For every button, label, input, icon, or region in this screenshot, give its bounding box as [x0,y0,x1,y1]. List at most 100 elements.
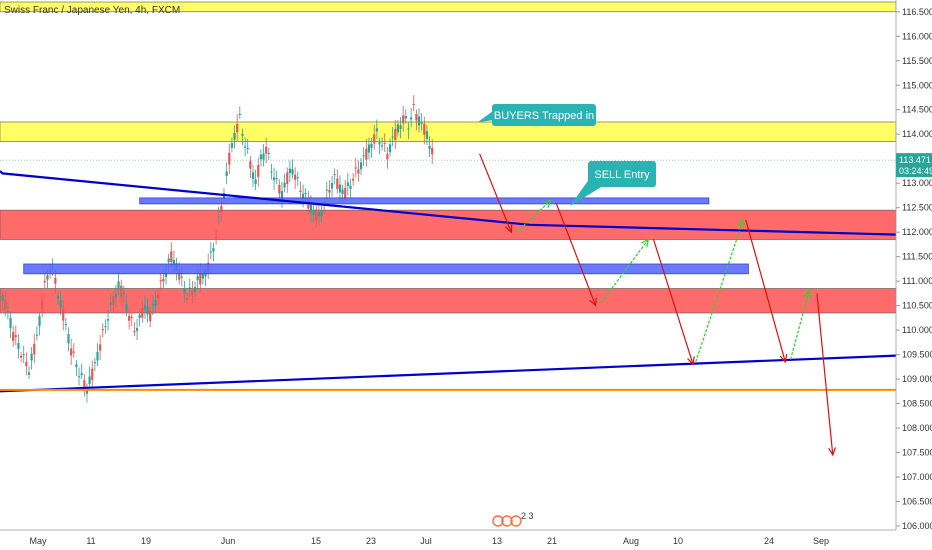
candle [41,292,44,318]
buyers-trapped-callout-text: BUYERS Trapped in [494,110,594,122]
price-tick-label: 112.500 [902,203,932,213]
candle-body [38,316,41,327]
candle-body [1,294,4,301]
price-tick-label: 109.000 [902,374,932,384]
candle [130,312,133,327]
candle-body [64,323,67,325]
candle [80,363,83,380]
lower-trendline [0,354,897,393]
candle-body [428,145,431,150]
candle-body [265,146,268,154]
candle [112,291,115,313]
forecast-down-arrow-head [504,224,513,234]
buyers-trapped-callout: BUYERS Trapped in [478,104,596,126]
candle-body [135,328,139,331]
candle [191,280,194,304]
candle [378,137,381,155]
candle-body [286,172,289,185]
candle-body [359,162,363,170]
candle-body [101,329,104,331]
candle [4,291,7,317]
candle [420,112,423,131]
event-badge: 2 3 [492,511,534,527]
candle-body [378,142,381,145]
candle [394,119,397,149]
time-tick-label: 13 [492,536,502,546]
candle [330,175,334,197]
time-tick-label: 10 [673,536,683,546]
time-tick-label: 19 [141,536,151,546]
candle [27,366,31,379]
price-tick-label: 108.000 [902,423,932,433]
price-axis-bg [896,0,932,550]
candle-body [386,153,389,160]
upper-trendline [0,170,897,236]
candle-body [275,177,278,179]
candle-body [336,178,339,190]
forecast-down-arrow-line [816,293,834,456]
candle-body [62,309,65,321]
candle-body [72,351,75,353]
candle [359,157,363,176]
candle [151,295,154,316]
candle-body [188,287,191,289]
candle [404,109,407,124]
time-tick-label: 24 [764,536,774,546]
candle-body [225,171,228,176]
candle [407,122,410,140]
candle-body [154,300,157,307]
price-tick-label: 110.500 [902,301,932,311]
candle [272,167,276,190]
forecast-down-arrow-line [745,219,786,363]
candle [154,290,157,314]
candle-body [17,342,20,349]
price-tick-label: 110.000 [902,325,932,335]
forecast-up-arrow [516,199,552,233]
candle-body [196,276,199,281]
candle-body [404,116,407,119]
time-tick-label: May [29,536,47,546]
candle-body [349,185,352,189]
candle [312,203,315,223]
candle-body [270,171,273,173]
candle-body [12,332,15,341]
candle-body [415,113,418,121]
time-tick-label: 21 [547,536,557,546]
candle [93,357,96,372]
candle-body [180,276,183,278]
candle-body [394,128,397,140]
candle-body [146,306,149,315]
candle-body [241,133,244,136]
candle [188,278,191,297]
candle-body [243,146,247,148]
candle-body [149,310,152,322]
candle [138,308,141,327]
candle-body [410,117,413,120]
candle [56,291,60,306]
forecast-down-arrow-head [589,297,597,307]
candle-body [201,273,205,279]
candle [283,173,286,193]
candle-body [183,288,186,294]
candle [67,327,70,352]
candle-body [6,311,10,313]
candle [209,242,212,260]
candle-body [420,122,423,124]
forecast-down-arrow [479,153,513,234]
candle-body [70,348,73,356]
candle-body [117,281,120,290]
candle [412,95,415,112]
candle-body [88,376,91,385]
candle [96,343,99,367]
candle-body [291,169,294,175]
forecast-down-arrow [652,239,695,366]
candle-body [417,116,421,126]
candle [104,319,107,334]
candle [22,345,25,364]
candle [233,125,236,149]
forecast-up-arrow-line [695,219,744,363]
candle-body [412,104,415,106]
candle-body [402,115,405,124]
candle-body [312,210,315,216]
